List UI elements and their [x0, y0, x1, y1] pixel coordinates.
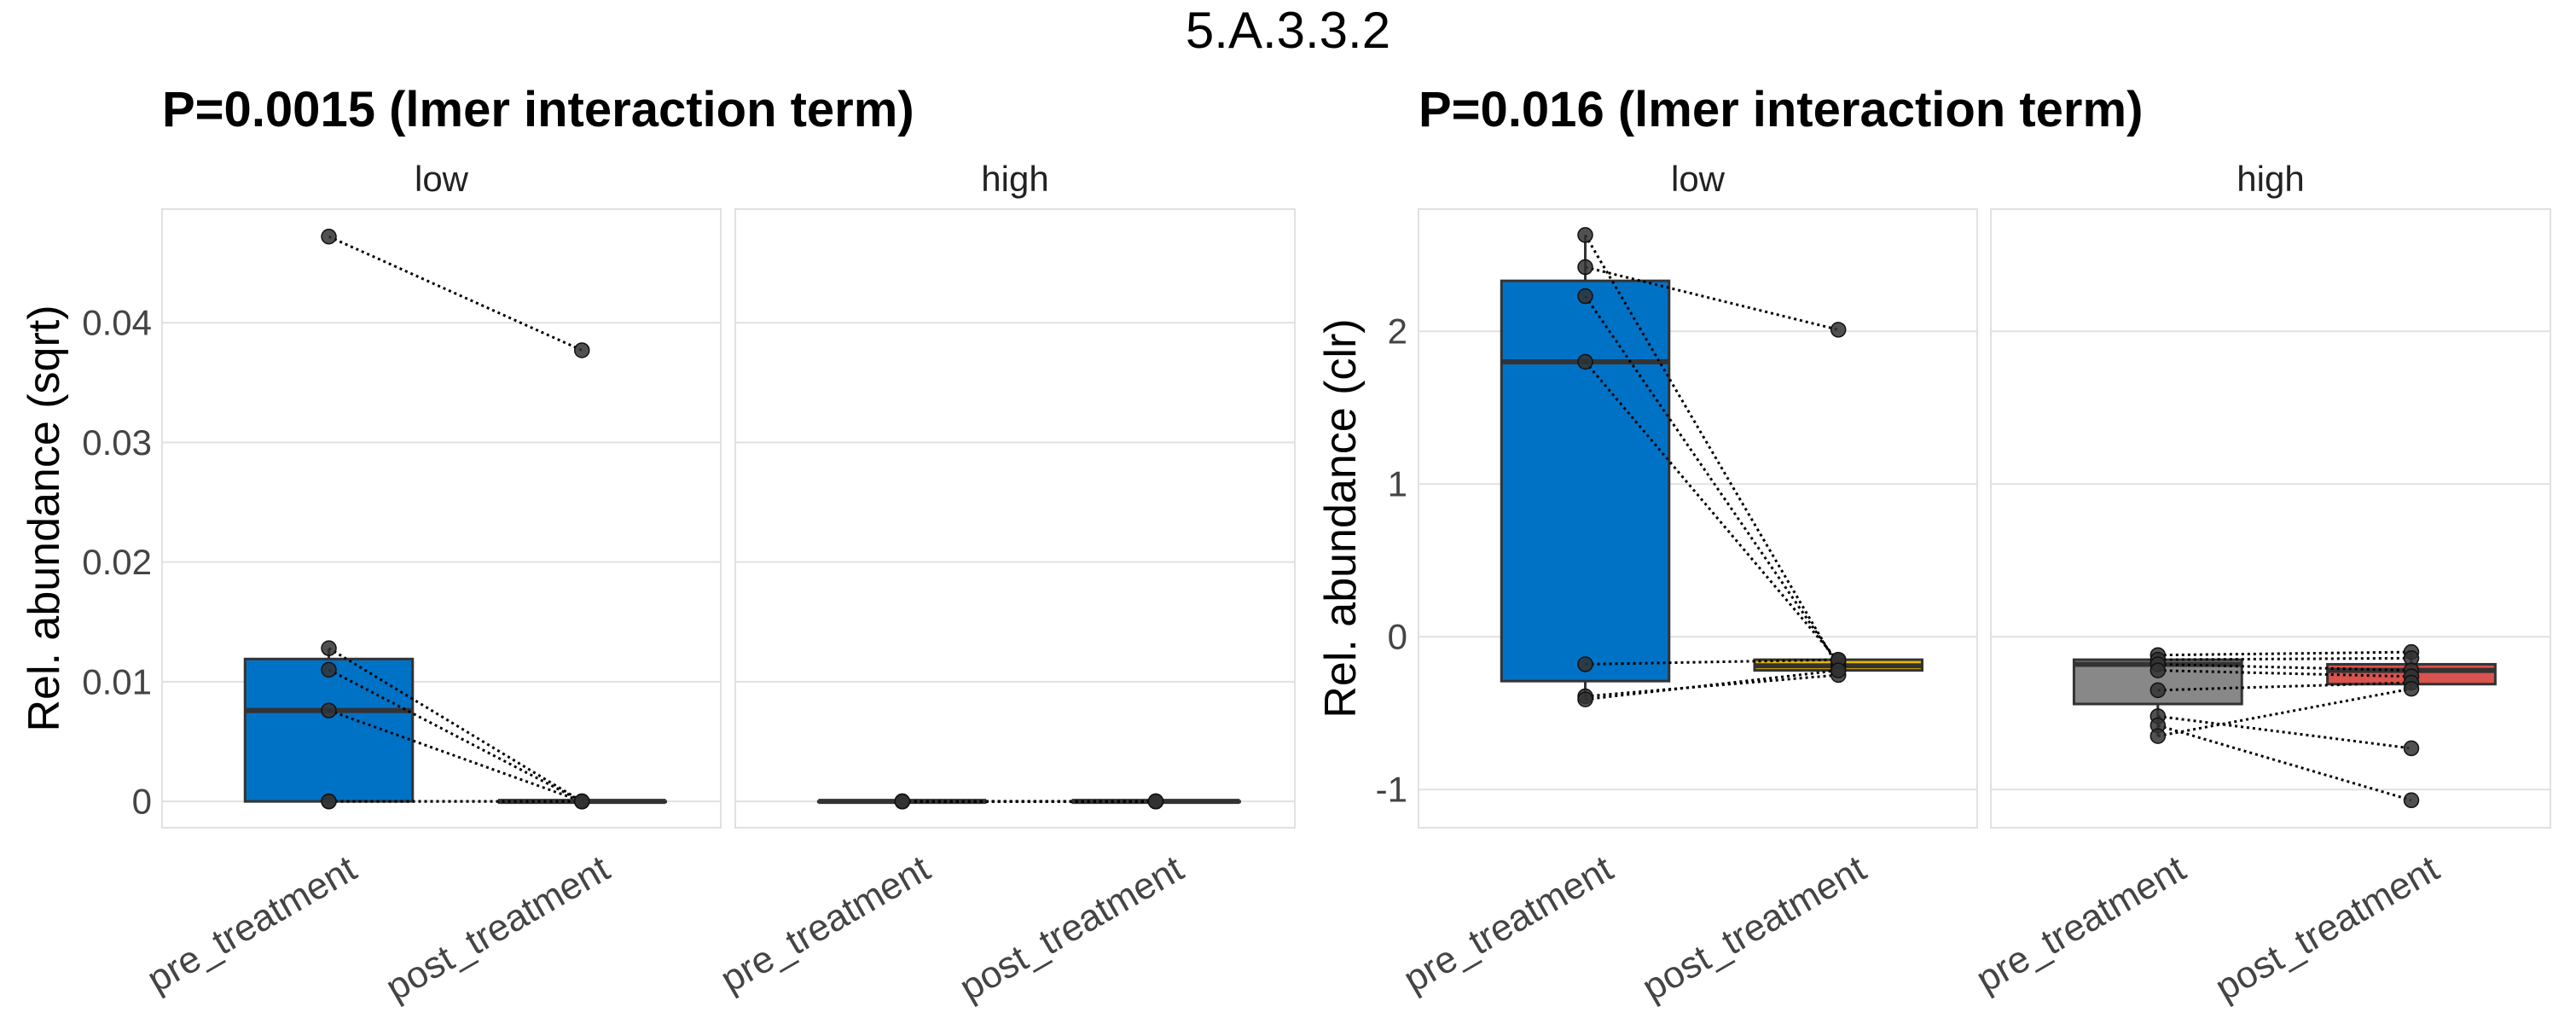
- box-pre_treatment: [243, 648, 415, 803]
- data-point-post: [1147, 793, 1164, 810]
- pair-line: [328, 647, 583, 803]
- pair-line: [1585, 669, 1839, 701]
- panel-border: [1990, 208, 2551, 829]
- data-point-post: [2403, 792, 2420, 809]
- y-tick-label: 0.03: [82, 422, 152, 463]
- pair-line: [2157, 650, 2412, 657]
- box-body: [243, 657, 415, 803]
- facet-strip-label: low: [1671, 159, 1726, 199]
- data-point-pre: [1577, 288, 1593, 305]
- data-point-post: [1830, 662, 1847, 678]
- facet-strip-label: high: [981, 159, 1048, 199]
- facet-high: high pre_treatment post_treatment: [714, 159, 1296, 1009]
- pair-line: [2157, 656, 2411, 661]
- pair-line: [2157, 669, 2412, 678]
- panel-border: [1418, 208, 1978, 829]
- facet-low: low pre_treatment post_treatment: [1396, 159, 1978, 1009]
- data-point-post: [2403, 740, 2420, 757]
- data-point-pre: [1577, 227, 1593, 243]
- x-tick-label: pre_treatment: [714, 847, 937, 1000]
- y-tick-label: 0: [132, 782, 152, 822]
- x-tick-label: post_treatment: [2208, 847, 2446, 1009]
- y-tick-label: 0.01: [82, 661, 152, 701]
- chart-1: P=0.0015 (lmer interaction term) Rel. abu…: [20, 82, 1296, 1009]
- y-tick-label: 0.02: [82, 542, 152, 582]
- pair-line: [1584, 295, 1840, 666]
- y-axis-label: Rel. abundance (clr): [1316, 318, 1366, 718]
- chart-title: P=0.0015 (lmer interaction term): [162, 82, 914, 137]
- data-point-pre: [321, 793, 337, 810]
- x-tick-label: pre_treatment: [1396, 847, 1620, 1000]
- facet-high: high pre_treatment post_treatment: [1970, 159, 2551, 1009]
- x-tick-label: post_treatment: [379, 847, 617, 1009]
- pair-line: [2157, 724, 2412, 802]
- facet-strip-label: high: [2237, 159, 2304, 199]
- data-point-pre: [894, 793, 911, 810]
- panel-border: [161, 208, 722, 829]
- x-tick-label: post_treatment: [1635, 847, 1873, 1009]
- pair-line: [1585, 265, 1839, 331]
- facet-strip-label: low: [415, 159, 469, 199]
- pair-line: [1585, 658, 1839, 666]
- data-point-pre: [321, 702, 337, 719]
- box-body: [1500, 279, 1671, 683]
- data-point-pre: [1577, 259, 1593, 276]
- plots-group: P=0.0015 (lmer interaction term) Rel. abu…: [20, 82, 2551, 1009]
- data-point-post: [573, 342, 590, 358]
- data-point-pre: [2150, 662, 2167, 678]
- data-point-post: [1830, 322, 1847, 338]
- data-point-post: [2403, 680, 2420, 697]
- x-tick-label: pre_treatment: [140, 847, 363, 1000]
- pair-line: [2157, 662, 2412, 672]
- y-tick-label: -1: [1376, 770, 1407, 810]
- data-point-pre: [1577, 656, 1593, 672]
- pair-line: [328, 235, 583, 352]
- box-pre_treatment: [1500, 235, 1671, 700]
- data-point-pre: [321, 640, 337, 656]
- data-point-post: [573, 793, 590, 810]
- x-tick-label: pre_treatment: [1970, 847, 2193, 1000]
- y-axis-label: Rel. abundance (sqrt): [20, 305, 69, 731]
- y-tick-label: 0: [1388, 617, 1407, 657]
- pair-line: [2157, 687, 2412, 738]
- x-tick-label: post_treatment: [953, 847, 1191, 1009]
- chart-2: P=0.016 (lmer interaction term) Rel. abun…: [1316, 82, 2551, 1009]
- data-point-pre: [1577, 691, 1593, 707]
- data-point-pre: [2150, 682, 2167, 699]
- y-tick-label: 0.04: [82, 303, 152, 343]
- pair-line: [2157, 681, 2412, 692]
- y-tick-label: 2: [1388, 311, 1407, 352]
- data-point-pre: [2150, 728, 2167, 744]
- y-tick-label: 1: [1388, 464, 1407, 504]
- data-point-pre: [321, 661, 337, 678]
- facet-low: low pre_treatment post_treatment: [140, 159, 722, 1009]
- pair-line: [2157, 714, 2412, 750]
- data-point-pre: [321, 229, 337, 245]
- panel-border: [734, 208, 1296, 829]
- chart-title: P=0.016 (lmer interaction term): [1419, 82, 2143, 137]
- data-point-pre: [1577, 353, 1593, 370]
- figure-title: 5.A.3.3.2: [1186, 2, 1390, 59]
